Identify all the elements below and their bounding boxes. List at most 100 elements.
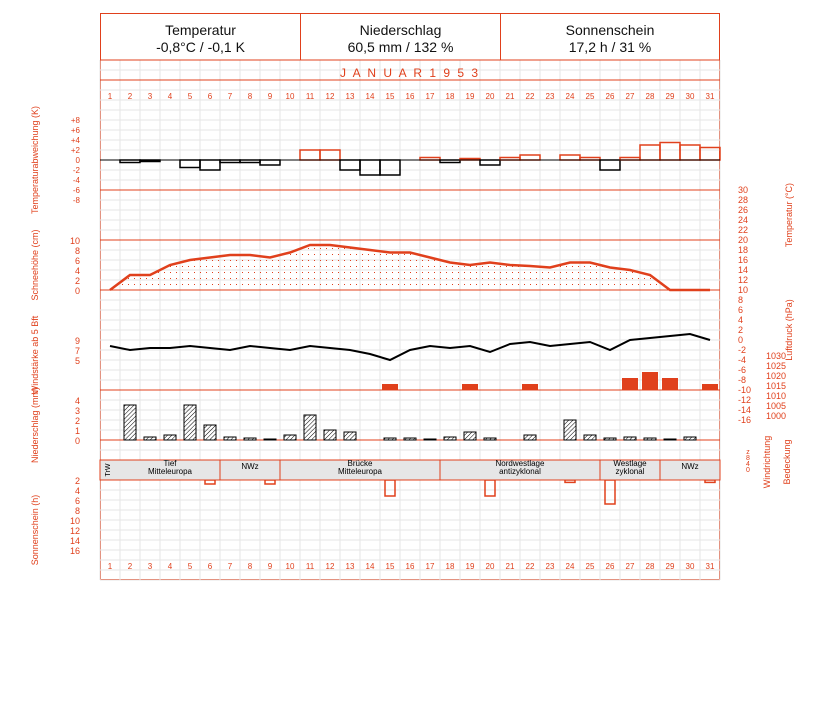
weather-type-label: Tief — [163, 459, 177, 468]
temp-anomaly-tick: 0 — [76, 156, 81, 165]
day-label-top: 5 — [188, 92, 193, 101]
precip-bar — [603, 437, 617, 441]
day-label-bottom: 10 — [286, 562, 295, 571]
snow-depth-tick: 8 — [75, 246, 80, 256]
wind-tick: 5 — [75, 356, 80, 366]
wind-block — [702, 384, 718, 390]
temperature-tick: 20 — [738, 235, 748, 245]
day-label-top: 10 — [286, 92, 295, 101]
temp-anomaly-tick: +8 — [71, 116, 81, 125]
day-label-bottom: 24 — [566, 562, 575, 571]
temp-anomaly-bar — [359, 159, 381, 176]
wind-block — [622, 378, 638, 390]
temperature-tick: 22 — [738, 225, 748, 235]
temp-anomaly-bar — [179, 159, 201, 169]
day-label-top: 13 — [346, 92, 355, 101]
header-temperature: Temperatur -0,8°C / -0,1 K — [101, 14, 301, 60]
precip-bar — [143, 436, 157, 441]
cloud-scale-tick: 8 — [746, 455, 750, 462]
temperature-tick: 12 — [738, 275, 748, 285]
temp-anomaly-bar — [699, 146, 721, 161]
temperature-tick: -6 — [738, 365, 746, 375]
precip-bar — [523, 434, 537, 441]
day-label-bottom: 19 — [466, 562, 475, 571]
day-label-top: 31 — [706, 92, 715, 101]
temp-anomaly-bar — [639, 144, 661, 161]
precip-bar — [443, 436, 457, 441]
day-label-bottom: 3 — [148, 562, 153, 571]
precip-bar — [423, 438, 437, 441]
wind-block — [642, 372, 658, 390]
day-label-top: 21 — [506, 92, 515, 101]
precip-bar — [243, 437, 257, 441]
precip-tick: 0 — [75, 436, 80, 446]
pressure-tick: 1030 — [766, 351, 786, 361]
day-label-bottom: 30 — [686, 562, 695, 571]
day-label-top: 7 — [228, 92, 233, 101]
wind-block — [662, 378, 678, 390]
day-label-bottom: 6 — [208, 562, 213, 571]
day-label-top: 29 — [666, 92, 675, 101]
header-precipitation-value: 60,5 mm / 132 % — [347, 39, 454, 55]
header-temperature-title: Temperatur — [165, 22, 236, 38]
day-label-top: 20 — [486, 92, 495, 101]
snow-depth-tick: 4 — [75, 266, 80, 276]
sunshine-tick: 14 — [70, 536, 80, 546]
day-label-bottom: 15 — [386, 562, 395, 571]
pressure-tick: 1010 — [766, 391, 786, 401]
day-label-bottom: 14 — [366, 562, 375, 571]
day-label-top: 15 — [386, 92, 395, 101]
day-label-bottom: 7 — [228, 562, 233, 571]
right-axis-title: Temperatur (°C) — [784, 183, 794, 247]
snow-depth-tick: 10 — [70, 236, 80, 246]
header-precipitation: Niederschlag 60,5 mm / 132 % — [301, 14, 501, 60]
temperature-tick: -14 — [738, 405, 751, 415]
wind-tick: 7 — [75, 346, 80, 356]
right-axis-title: Luftdruck (hPa) — [784, 299, 794, 361]
precip-tick: 1 — [75, 426, 80, 436]
wind-block — [382, 384, 398, 390]
day-label-bottom: 27 — [626, 562, 635, 571]
temperature-tick: 28 — [738, 195, 748, 205]
precip-bar — [283, 434, 297, 441]
weather-type-label: Brücke — [348, 459, 373, 468]
pressure-line — [109, 332, 711, 362]
day-label-top: 16 — [406, 92, 415, 101]
sunshine-bar — [204, 479, 216, 485]
precip-bar — [303, 414, 317, 441]
precip-bar — [123, 404, 137, 441]
temp-anomaly-bar — [479, 159, 501, 166]
pressure-tick: 1005 — [766, 401, 786, 411]
weather-type-label: Mitteleuropa — [148, 467, 193, 476]
day-label-bottom: 17 — [426, 562, 435, 571]
cloud-scale-tick: z — [746, 449, 750, 456]
sunshine-tick: 4 — [75, 486, 80, 496]
day-label-bottom: 31 — [706, 562, 715, 571]
temperature-tick: -4 — [738, 355, 746, 365]
right-axis-title: Bedeckung — [782, 439, 792, 484]
precip-tick: 4 — [75, 396, 80, 406]
day-label-top: 22 — [526, 92, 535, 101]
precip-bar — [183, 404, 197, 441]
temperature-tick: -12 — [738, 395, 751, 405]
temperature-tick: 6 — [738, 305, 743, 315]
temperature-tick: 14 — [738, 265, 748, 275]
pressure-tick: 1020 — [766, 371, 786, 381]
precip-bar — [623, 436, 637, 441]
precip-bar — [663, 438, 677, 441]
day-label-top: 26 — [606, 92, 615, 101]
day-label-top: 28 — [646, 92, 655, 101]
day-label-bottom: 23 — [546, 562, 555, 571]
temp-anomaly-bar — [599, 159, 621, 171]
temp-anomaly-bar — [559, 154, 581, 161]
precip-bar — [643, 437, 657, 441]
left-axis-title: Temperaturabweichung (K) — [30, 106, 40, 214]
day-label-top: 18 — [446, 92, 455, 101]
precip-bar — [583, 434, 597, 441]
temp-anomaly-tick: -6 — [73, 186, 81, 195]
day-label-top: 2 — [128, 92, 133, 101]
day-label-bottom: 11 — [306, 562, 315, 571]
precip-bar — [383, 437, 397, 441]
temp-anomaly-tick: -8 — [73, 196, 81, 205]
